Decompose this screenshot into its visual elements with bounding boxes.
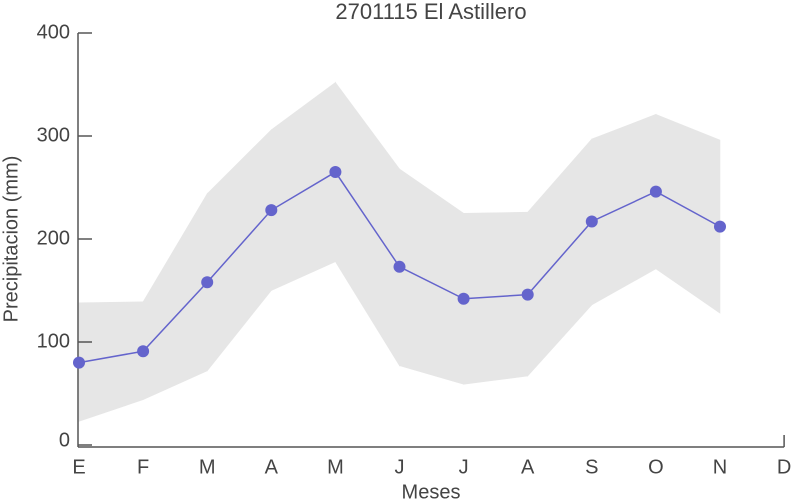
- data-point: [585, 215, 598, 228]
- data-point: [714, 220, 726, 233]
- range-band: [271, 81, 336, 291]
- y-tick-label: 0: [59, 429, 70, 451]
- data-point: [73, 356, 85, 369]
- range-band: [142, 192, 208, 401]
- data-point: [649, 185, 662, 198]
- x-tick-label: A: [521, 456, 535, 478]
- data-point: [329, 166, 342, 179]
- y-tick-label: 100: [37, 330, 70, 352]
- data-point: [457, 292, 470, 305]
- x-tick-label: O: [648, 456, 664, 478]
- range-band: [399, 168, 464, 385]
- x-tick-label: A: [265, 456, 279, 478]
- data-point: [521, 288, 534, 301]
- y-tick-label: 200: [37, 227, 70, 249]
- data-point: [201, 276, 214, 289]
- x-tick-label: J: [459, 456, 469, 478]
- range-band: [335, 81, 400, 367]
- x-tick-label: E: [72, 456, 85, 478]
- chart-title: 2701115 El Astillero: [335, 0, 526, 24]
- range-band: [655, 113, 721, 314]
- range-band: [591, 113, 657, 306]
- x-tick-label: N: [713, 456, 727, 478]
- y-tick-label: 300: [37, 124, 70, 146]
- x-axis-label: Meses: [402, 481, 461, 503]
- x-tick-label: D: [777, 456, 791, 478]
- y-tick-label: 400: [37, 21, 70, 43]
- data-point: [265, 204, 278, 217]
- x-tick-label: S: [585, 456, 598, 478]
- x-tick-label: F: [137, 456, 149, 478]
- y-axis-label: Precipitacion (mm): [0, 156, 22, 323]
- x-tick-label: J: [395, 456, 405, 478]
- x-tick-label: M: [199, 456, 216, 478]
- x-tick-label: M: [327, 456, 344, 478]
- data-point: [137, 345, 150, 358]
- range-band: [206, 129, 272, 372]
- data-point: [393, 260, 406, 273]
